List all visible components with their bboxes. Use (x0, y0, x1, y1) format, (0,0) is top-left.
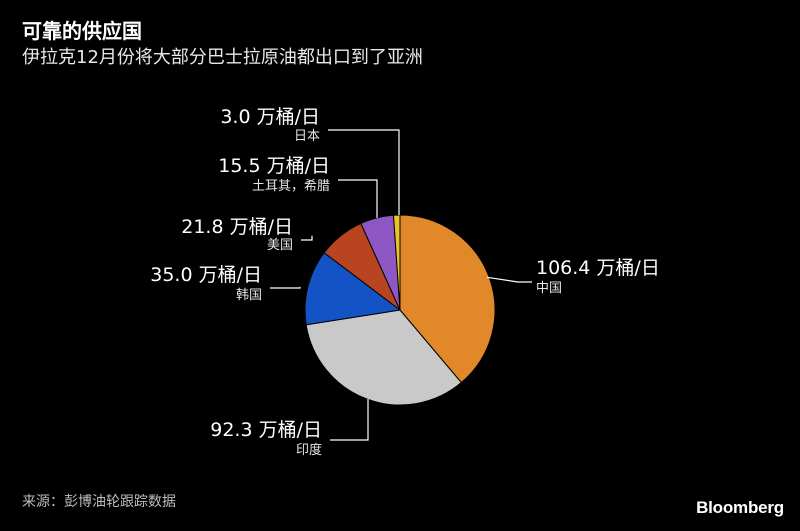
pie-leader-lines (270, 129, 532, 441)
slice-value-label-1: 92.3 万桶/日 (210, 419, 322, 441)
slice-category-label-0: 中国 (536, 281, 562, 296)
leader-line-1 (330, 399, 369, 441)
leader-line-0 (487, 276, 532, 283)
slice-category-label-1: 印度 (296, 442, 322, 458)
slice-category-label-3: 美国 (267, 238, 293, 253)
pie-slice-5 (392, 214, 401, 311)
pie-slice-2 (304, 252, 402, 326)
slice-value-label-0: 106.4 万桶/日 (536, 257, 660, 279)
slice-value-label-4: 15.5 万桶/日 (218, 155, 330, 177)
slice-value-label-5: 3.0 万桶/日 (220, 106, 320, 128)
pie-slice-1 (305, 309, 463, 406)
leader-line-4 (338, 179, 378, 218)
brand-logo: Bloomberg (696, 498, 784, 517)
source-note: 来源：彭博油轮跟踪数据 (22, 494, 176, 510)
chart-title: 可靠的供应国 (22, 19, 142, 43)
slice-category-label-5: 日本 (294, 129, 320, 144)
slice-category-label-4: 土耳其，希腊 (252, 179, 330, 194)
leader-line-5 (328, 129, 400, 216)
slice-category-label-2: 韩国 (236, 288, 262, 303)
chart-header: 可靠的供应国 伊拉克12月份将大部分巴士拉原油都出口到了亚洲 (22, 18, 782, 70)
leader-line-3 (301, 235, 313, 241)
leader-line-2 (270, 286, 301, 289)
pie-labels: 106.4 万桶/日中国 92.3 万桶/日印度 35.0 万桶/日韩国 21.8 万… (150, 106, 660, 458)
slice-value-label-3: 21.8 万桶/日 (181, 216, 293, 238)
pie-slices (304, 214, 496, 406)
slice-value-label-2: 35.0 万桶/日 (150, 264, 262, 286)
chart-subtitle: 伊拉克12月份将大部分巴士拉原油都出口到了亚洲 (22, 47, 423, 68)
